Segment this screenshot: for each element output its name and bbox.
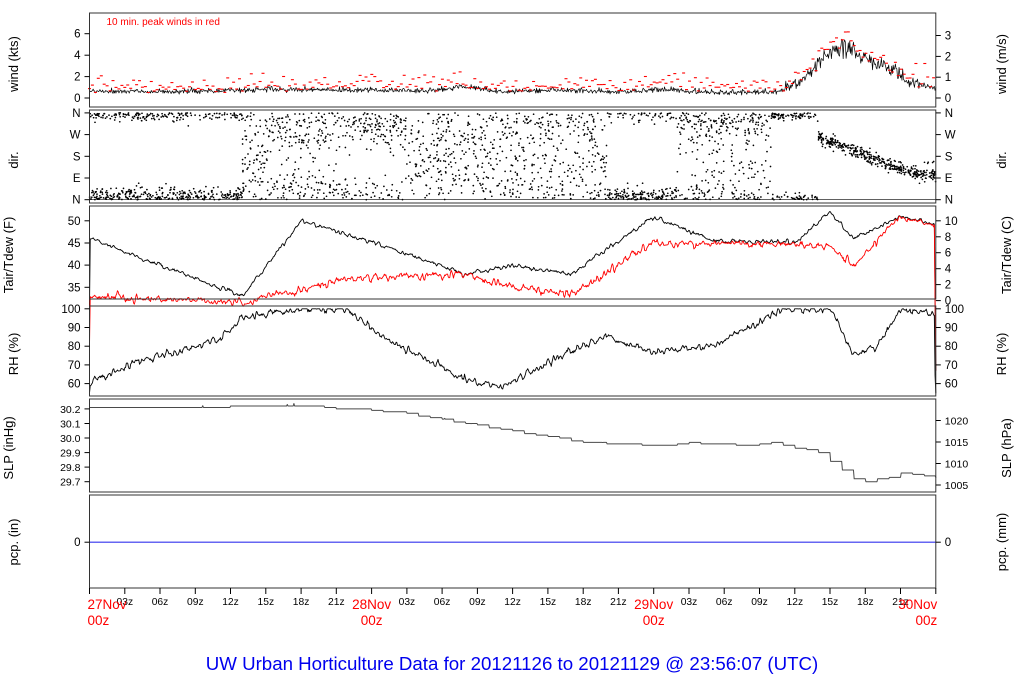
svg-text:dir.: dir. xyxy=(6,151,21,168)
svg-text:40: 40 xyxy=(68,260,81,272)
svg-text:30Nov: 30Nov xyxy=(898,597,937,612)
svg-text:S: S xyxy=(73,151,81,163)
svg-text:29Nov: 29Nov xyxy=(634,597,673,612)
svg-text:1015: 1015 xyxy=(945,437,969,449)
svg-text:10: 10 xyxy=(945,216,958,228)
svg-text:RH (%): RH (%) xyxy=(994,333,1009,376)
svg-text:15z: 15z xyxy=(540,597,557,608)
svg-text:3: 3 xyxy=(945,31,951,43)
svg-text:09z: 09z xyxy=(751,597,768,608)
svg-text:00z: 00z xyxy=(361,613,383,628)
svg-text:100: 100 xyxy=(61,304,80,316)
svg-text:35: 35 xyxy=(68,282,81,294)
svg-text:06z: 06z xyxy=(434,597,451,608)
svg-text:N: N xyxy=(945,108,953,120)
svg-text:06z: 06z xyxy=(152,597,169,608)
svg-text:SLP (hPa): SLP (hPa) xyxy=(999,418,1014,478)
svg-text:Tair/Tdew (C): Tair/Tdew (C) xyxy=(999,216,1014,294)
svg-text:18z: 18z xyxy=(857,597,874,608)
svg-text:30.2: 30.2 xyxy=(60,404,81,416)
svg-text:12z: 12z xyxy=(222,597,239,608)
svg-text:1: 1 xyxy=(945,72,951,84)
svg-text:E: E xyxy=(73,173,81,185)
svg-text:21z: 21z xyxy=(610,597,627,608)
svg-text:S: S xyxy=(945,151,953,163)
svg-text:30.1: 30.1 xyxy=(60,419,81,431)
svg-text:09z: 09z xyxy=(469,597,486,608)
svg-text:0: 0 xyxy=(74,93,80,105)
svg-text:2: 2 xyxy=(945,280,951,292)
svg-text:27Nov: 27Nov xyxy=(88,597,127,612)
svg-text:N: N xyxy=(72,195,80,207)
svg-text:W: W xyxy=(945,130,956,142)
svg-text:W: W xyxy=(70,130,81,142)
svg-text:0: 0 xyxy=(945,537,951,549)
svg-text:80: 80 xyxy=(945,341,958,353)
svg-text:4: 4 xyxy=(74,50,81,62)
svg-text:03z: 03z xyxy=(681,597,698,608)
svg-text:60: 60 xyxy=(68,379,81,391)
svg-text:00z: 00z xyxy=(88,613,110,628)
svg-text:15z: 15z xyxy=(257,597,274,608)
svg-text:60: 60 xyxy=(945,379,958,391)
svg-text:15z: 15z xyxy=(822,597,839,608)
svg-text:45: 45 xyxy=(68,238,81,250)
svg-text:0: 0 xyxy=(74,537,80,549)
svg-text:18z: 18z xyxy=(293,597,310,608)
svg-text:1010: 1010 xyxy=(945,459,969,471)
svg-text:00z: 00z xyxy=(643,613,665,628)
svg-text:Tair/Tdew (F): Tair/Tdew (F) xyxy=(1,217,16,294)
svg-text:6: 6 xyxy=(74,29,80,41)
svg-text:03z: 03z xyxy=(399,597,416,608)
svg-text:1005: 1005 xyxy=(945,480,969,492)
svg-text:29.9: 29.9 xyxy=(60,448,81,460)
svg-text:8: 8 xyxy=(945,232,951,244)
svg-text:100: 100 xyxy=(945,304,964,316)
svg-text:70: 70 xyxy=(945,360,958,372)
svg-text:pcp. (mm): pcp. (mm) xyxy=(994,513,1009,572)
svg-text:18z: 18z xyxy=(575,597,592,608)
svg-text:N: N xyxy=(945,195,953,207)
svg-text:wind (m/s): wind (m/s) xyxy=(994,34,1009,95)
svg-text:wind (kts): wind (kts) xyxy=(6,36,21,93)
svg-text:N: N xyxy=(72,108,80,120)
svg-text:2: 2 xyxy=(74,72,80,84)
svg-text:06z: 06z xyxy=(716,597,733,608)
svg-text:E: E xyxy=(945,173,953,185)
svg-text:1020: 1020 xyxy=(945,416,969,428)
svg-text:pcp. (in): pcp. (in) xyxy=(6,519,21,566)
svg-text:SLP (inHg): SLP (inHg) xyxy=(1,416,16,479)
svg-text:6: 6 xyxy=(945,248,951,260)
svg-text:12z: 12z xyxy=(786,597,803,608)
svg-text:dir.: dir. xyxy=(994,151,1009,168)
svg-text:80: 80 xyxy=(68,341,81,353)
svg-text:29.8: 29.8 xyxy=(60,462,81,474)
svg-text:0: 0 xyxy=(945,93,951,105)
svg-text:10 min. peak winds in red: 10 min. peak winds in red xyxy=(107,17,220,28)
svg-text:70: 70 xyxy=(68,360,81,372)
svg-text:28Nov: 28Nov xyxy=(352,597,391,612)
svg-text:UW Urban Horticulture Data for: UW Urban Horticulture Data for 20121126 … xyxy=(206,653,818,674)
svg-text:09z: 09z xyxy=(187,597,204,608)
svg-text:12z: 12z xyxy=(504,597,521,608)
svg-text:2: 2 xyxy=(945,51,951,63)
svg-text:29.7: 29.7 xyxy=(60,477,81,489)
svg-text:90: 90 xyxy=(68,323,81,335)
svg-text:30.0: 30.0 xyxy=(60,433,81,445)
svg-text:00z: 00z xyxy=(916,613,938,628)
svg-text:4: 4 xyxy=(945,264,952,276)
svg-text:21z: 21z xyxy=(328,597,345,608)
svg-text:50: 50 xyxy=(68,216,81,228)
svg-text:90: 90 xyxy=(945,323,958,335)
svg-text:RH (%): RH (%) xyxy=(6,333,21,376)
